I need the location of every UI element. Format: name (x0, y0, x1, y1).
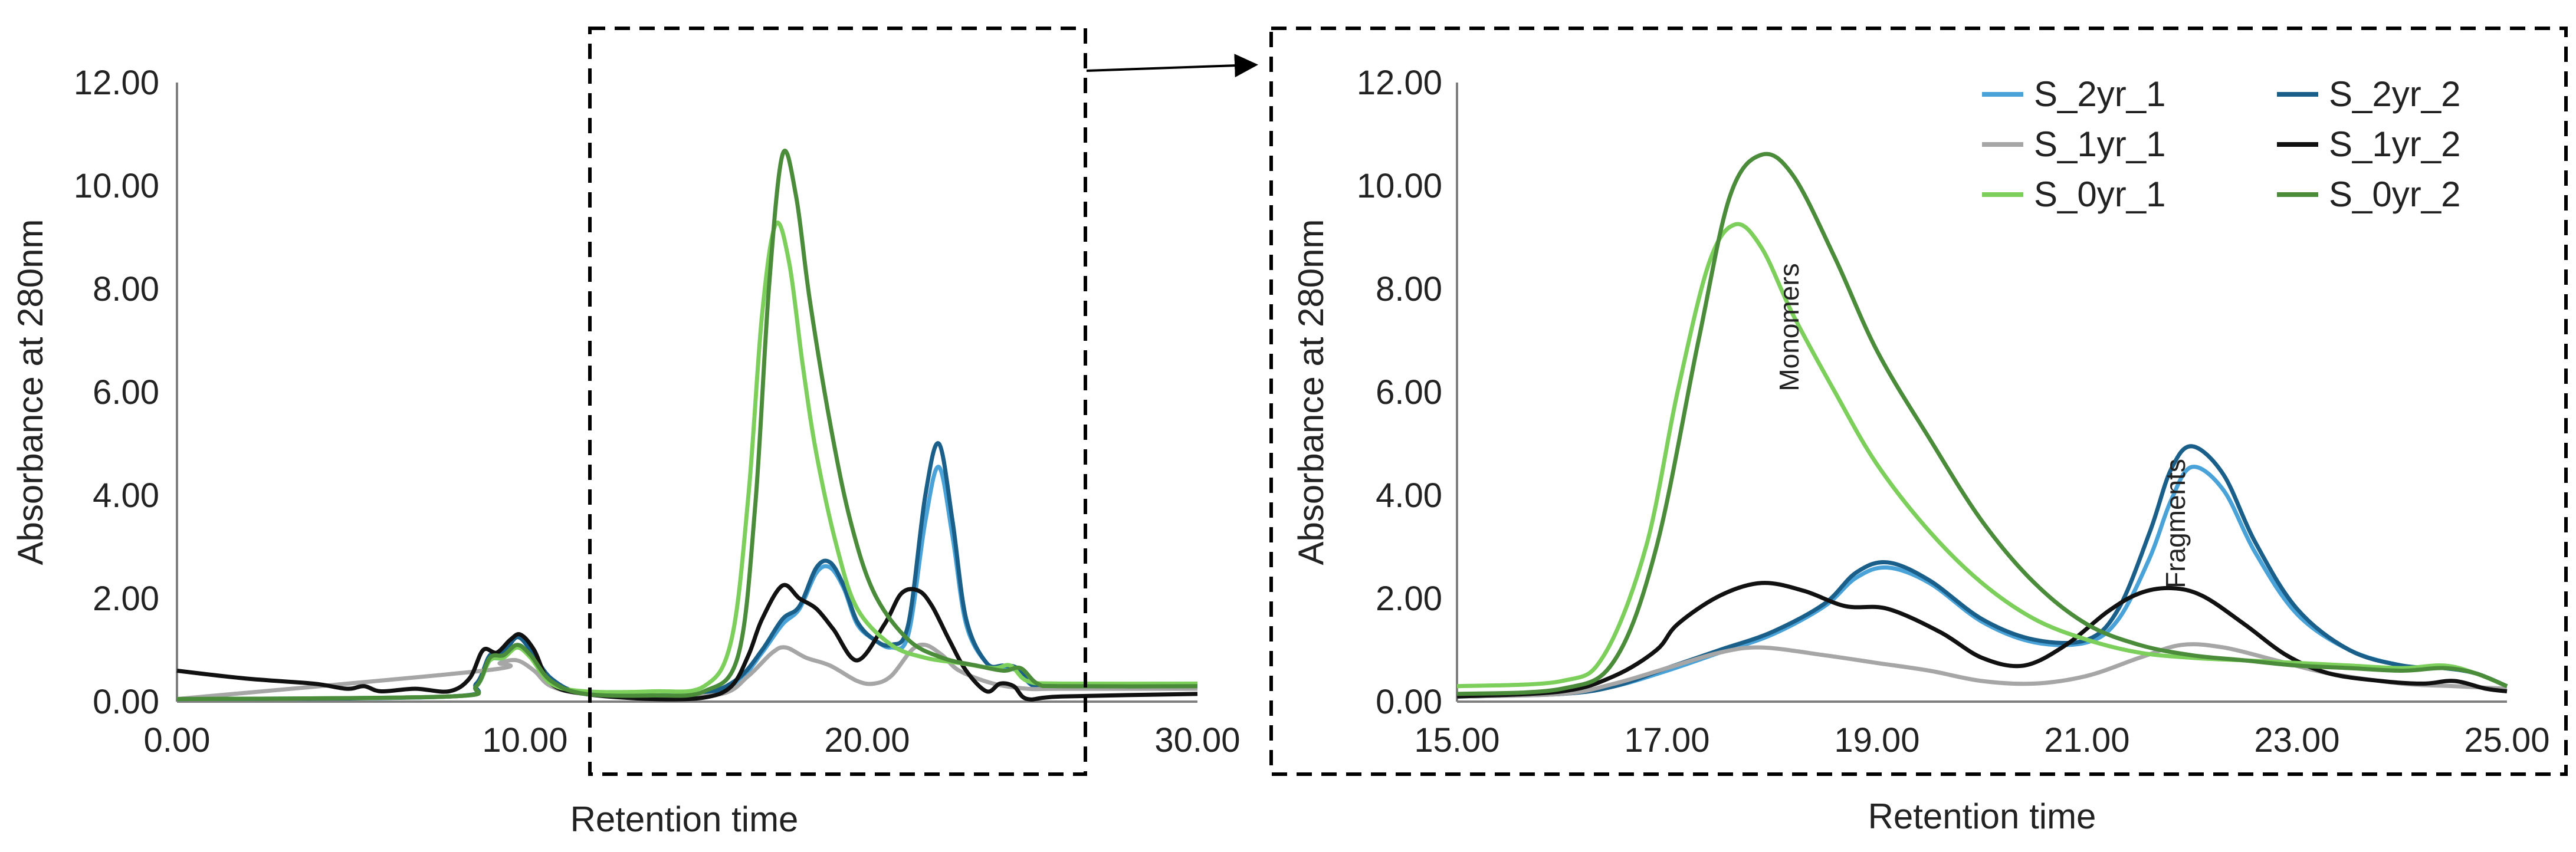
full-chromatogram-panel: 0.00 2.00 4.00 6.00 8.00 10.00 12.00 0.0… (11, 64, 1241, 839)
y-axis-title: Absorbance at 280nm (1291, 219, 1331, 565)
series-lines (176, 149, 1198, 702)
y-tick-label: 12.00 (1357, 64, 1442, 102)
legend-item: S_0yr_1 (1982, 175, 2165, 214)
y-tick-label: 2.00 (1376, 580, 1442, 618)
annotation-monomers: Monomers (1774, 263, 1804, 391)
series-line-s-2yr-1 (176, 465, 1198, 702)
x-tick-label: 15.00 (1414, 721, 1499, 759)
x-tick-labels: 0.00 10.00 20.00 30.00 (144, 721, 1241, 759)
legend-item: S_2yr_2 (2277, 74, 2460, 114)
zoom-chromatogram-panel: 0.00 2.00 4.00 6.00 8.00 10.00 12.00 15.… (1291, 64, 2550, 836)
legend-label: S_1yr_1 (2034, 124, 2165, 164)
x-tick-label: 30.00 (1154, 721, 1240, 759)
zoom-panel-frame (1269, 27, 2568, 776)
series-line-s-0yr-1 (1456, 222, 2508, 689)
zoom-arrow (1086, 54, 1258, 78)
legend-item: S_2yr_1 (1982, 74, 2165, 114)
series-line-s-0yr-2 (176, 149, 1198, 702)
y-axis-title: Absorbance at 280nm (11, 219, 50, 565)
y-tick-label: 10.00 (1357, 167, 1442, 205)
x-axis-title: Retention time (570, 800, 799, 839)
x-tick-labels: 15.00 17.00 19.00 21.00 23.00 25.00 (1414, 721, 2549, 759)
y-tick-label: 0.00 (93, 683, 159, 721)
y-tick-label: 4.00 (1376, 476, 1442, 515)
x-tick-label: 23.00 (2254, 721, 2339, 759)
y-tick-label: 6.00 (93, 373, 159, 412)
legend-label: S_0yr_1 (2034, 175, 2165, 214)
y-tick-label: 0.00 (1376, 683, 1442, 721)
x-tick-label: 20.00 (824, 721, 910, 759)
x-tick-label: 17.00 (1624, 721, 1709, 759)
x-axis-title: Retention time (1868, 797, 2096, 836)
y-tick-labels: 0.00 2.00 4.00 6.00 8.00 10.00 12.00 (74, 64, 159, 721)
x-tick-label: 25.00 (2464, 721, 2549, 759)
legend-label: S_1yr_2 (2329, 124, 2460, 164)
legend-item: S_1yr_2 (2277, 124, 2460, 164)
y-tick-label: 6.00 (1376, 373, 1442, 412)
legend-label: S_2yr_2 (2329, 74, 2460, 114)
y-tick-label: 8.00 (93, 270, 159, 308)
series-line-s-0yr-1 (176, 221, 1198, 702)
x-tick-label: 21.00 (2044, 721, 2129, 759)
x-tick-label: 19.00 (1834, 721, 1919, 759)
series-lines (1456, 152, 2508, 699)
y-tick-label: 12.00 (74, 64, 159, 102)
y-tick-label: 10.00 (74, 167, 159, 205)
y-tick-label: 2.00 (93, 580, 159, 618)
legend-item: S_0yr_2 (2277, 175, 2460, 214)
series-line-s-0yr-2 (1456, 152, 2508, 696)
annotation-fragments: Fragments (2160, 459, 2191, 588)
legend-item: S_1yr_1 (1982, 124, 2165, 164)
series-line-s-1yr-2 (176, 583, 1198, 702)
legend-label: S_0yr_2 (2329, 175, 2460, 214)
series-line-s-2yr-2 (176, 441, 1198, 702)
zoom-region-box (588, 27, 1087, 776)
legend-label: S_2yr_1 (2034, 74, 2165, 114)
legend: S_2yr_1 S_2yr_2 S_1yr_1 S_1yr_2 S_0yr_1 … (1982, 74, 2460, 214)
y-tick-label: 4.00 (93, 476, 159, 515)
y-tick-labels: 0.00 2.00 4.00 6.00 8.00 10.00 12.00 (1357, 64, 1442, 721)
x-tick-label: 0.00 (144, 721, 211, 759)
y-tick-label: 8.00 (1376, 270, 1442, 308)
series-line-s-1yr-2 (1456, 581, 2508, 699)
x-tick-label: 10.00 (482, 721, 567, 759)
